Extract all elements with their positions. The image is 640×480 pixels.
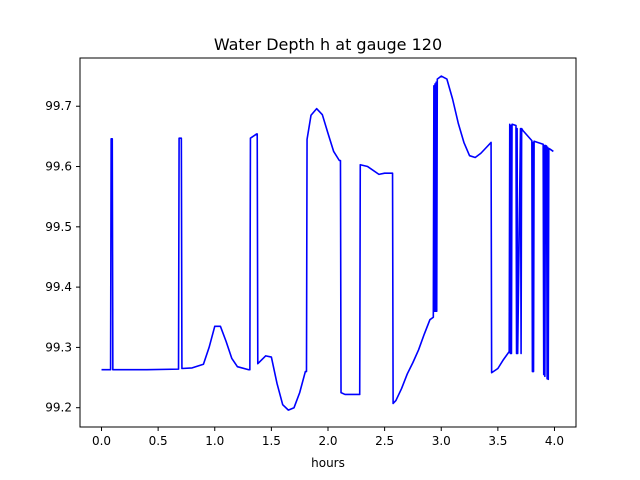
y-tick-label: 99.2	[45, 401, 72, 415]
y-tick-label: 99.3	[45, 340, 72, 354]
x-axis: 0.0 0.5 1.0 1.5 2.0 2.5 3.0 3.5 4.0	[92, 427, 564, 448]
y-tick-label: 99.6	[45, 160, 72, 174]
x-tick-label: 1.5	[262, 434, 281, 448]
x-tick-label: 1.0	[205, 434, 224, 448]
series-layer	[101, 75, 554, 411]
chart-title: Water Depth h at gauge 120	[214, 35, 442, 54]
plot-frame	[79, 57, 577, 428]
series-line-0	[101, 75, 554, 411]
y-tick-label: 99.4	[45, 280, 72, 294]
x-tick-label: 2.0	[318, 434, 337, 448]
y-tick-label: 99.5	[45, 220, 72, 234]
y-axis: 99.2 99.3 99.4 99.5 99.6 99.7	[45, 99, 80, 415]
x-axis-label: hours	[311, 456, 345, 470]
x-tick-label: 0.5	[149, 434, 168, 448]
x-tick-label: 3.5	[488, 434, 507, 448]
x-tick-label: 2.5	[375, 434, 394, 448]
x-tick-label: 4.0	[545, 434, 564, 448]
y-tick-label: 99.7	[45, 99, 72, 113]
x-tick-label: 0.0	[92, 434, 111, 448]
x-tick-label: 3.0	[432, 434, 451, 448]
